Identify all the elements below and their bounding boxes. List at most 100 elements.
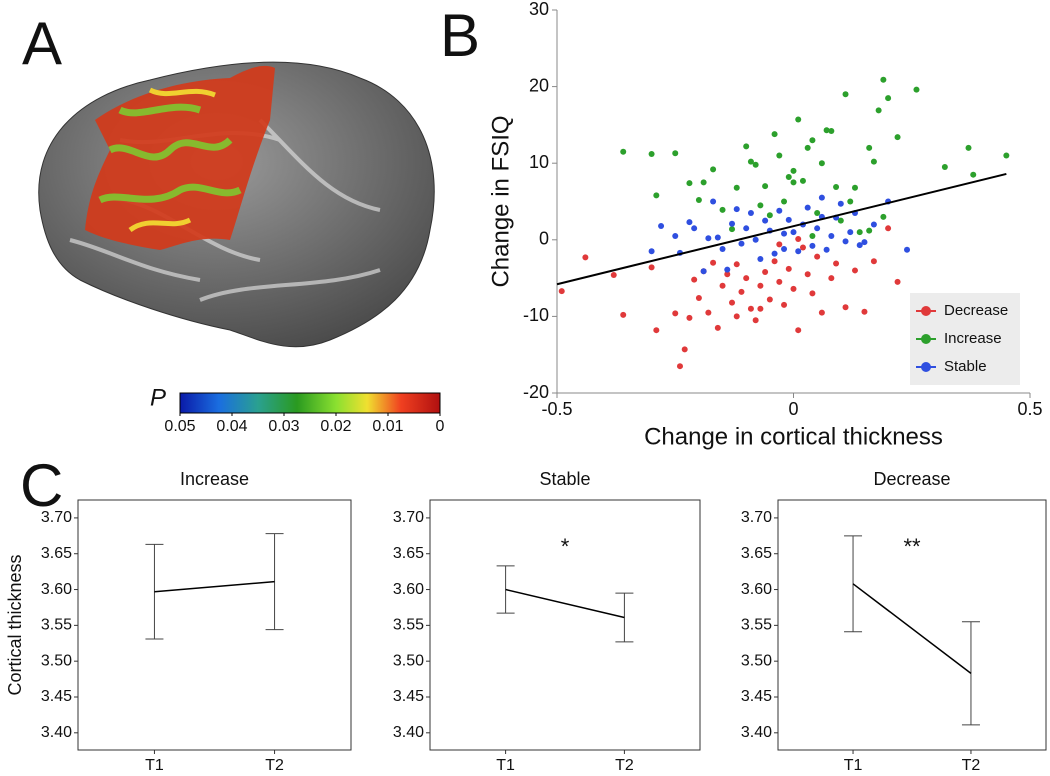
- point: [837, 217, 844, 224]
- point: [790, 285, 797, 292]
- point: [705, 235, 712, 242]
- y-tick-label: -10: [523, 305, 549, 325]
- y-tick-label: 3.70: [741, 509, 772, 526]
- y-tick-label: 3.45: [741, 688, 772, 705]
- x-tick-label: T1: [145, 757, 164, 774]
- point: [700, 179, 707, 186]
- point: [790, 229, 797, 236]
- point: [610, 272, 617, 279]
- y-axis-label: Change in FSIQ: [487, 115, 514, 287]
- point: [747, 158, 754, 165]
- point: [776, 207, 783, 214]
- point: [752, 161, 759, 168]
- point: [653, 327, 660, 334]
- point: [738, 288, 745, 295]
- point: [861, 308, 868, 315]
- point: [795, 236, 802, 243]
- legend-label: Stable: [944, 358, 987, 375]
- point: [885, 225, 892, 232]
- point: [719, 245, 726, 252]
- point: [558, 288, 565, 295]
- colorbar-tick-label: 0.05: [164, 418, 195, 435]
- point: [781, 301, 788, 308]
- annotation: *: [561, 534, 570, 559]
- point: [719, 282, 726, 289]
- point: [818, 194, 825, 201]
- point: [785, 216, 792, 223]
- point: [842, 91, 849, 98]
- y-tick-label: 10: [529, 152, 549, 172]
- point: [620, 311, 627, 318]
- point: [757, 305, 764, 312]
- point: [710, 166, 717, 173]
- fit-line: [556, 172, 1007, 286]
- point: [766, 296, 773, 303]
- y-tick-label: 3.55: [393, 617, 424, 634]
- point: [762, 183, 769, 190]
- point: [686, 314, 693, 321]
- point: [733, 313, 740, 320]
- point: [686, 180, 693, 187]
- point: [738, 240, 745, 247]
- point: [743, 225, 750, 232]
- x-tick-label: -0.5: [541, 399, 572, 419]
- x-tick-label: T2: [962, 757, 981, 774]
- point: [894, 134, 901, 141]
- point: [833, 260, 840, 267]
- point: [828, 232, 835, 239]
- point: [648, 264, 655, 271]
- x-tick-label: T1: [496, 757, 515, 774]
- point: [686, 219, 693, 226]
- point: [691, 225, 698, 232]
- point: [681, 346, 688, 353]
- point: [672, 150, 679, 157]
- colorbar-tick-label: 0: [436, 418, 445, 435]
- point: [747, 305, 754, 312]
- point: [752, 236, 759, 243]
- point: [582, 254, 589, 261]
- y-tick-label: 3.65: [41, 545, 72, 562]
- point: [790, 179, 797, 186]
- chart-title: Stable: [539, 469, 590, 489]
- point: [809, 290, 816, 297]
- point: [851, 184, 858, 191]
- point: [733, 261, 740, 268]
- y-tick-label: 3.50: [741, 652, 772, 669]
- colorbar-tick-label: 0.04: [216, 418, 247, 435]
- point: [1003, 152, 1010, 159]
- point: [743, 143, 750, 150]
- point: [691, 276, 698, 283]
- point: [870, 258, 877, 265]
- annotation: **: [903, 534, 921, 559]
- colorbar-tick-label: 0.01: [372, 418, 403, 435]
- point: [856, 242, 863, 249]
- point: [781, 230, 788, 237]
- point: [757, 202, 764, 209]
- y-tick-label: 3.50: [393, 652, 424, 669]
- colorbar-label: P: [150, 384, 166, 411]
- point: [714, 324, 721, 331]
- point: [851, 267, 858, 274]
- point: [776, 241, 783, 248]
- y-tick-label: 3.55: [41, 617, 72, 634]
- point: [724, 271, 731, 278]
- panel-label: C: [20, 452, 63, 519]
- point: [776, 278, 783, 285]
- point: [672, 310, 679, 317]
- point: [724, 266, 731, 273]
- point: [729, 220, 736, 227]
- point: [861, 239, 868, 246]
- point: [795, 248, 802, 255]
- point: [771, 250, 778, 257]
- y-tick-label: 3.40: [741, 724, 772, 741]
- panel-label: B: [440, 2, 480, 69]
- chart-title: Increase: [180, 469, 249, 489]
- point: [743, 275, 750, 282]
- point: [842, 304, 849, 311]
- point: [752, 317, 759, 324]
- point: [733, 184, 740, 191]
- brain-image: [38, 61, 435, 348]
- point: [823, 127, 830, 134]
- y-tick-label: 3.40: [41, 724, 72, 741]
- point: [904, 246, 911, 253]
